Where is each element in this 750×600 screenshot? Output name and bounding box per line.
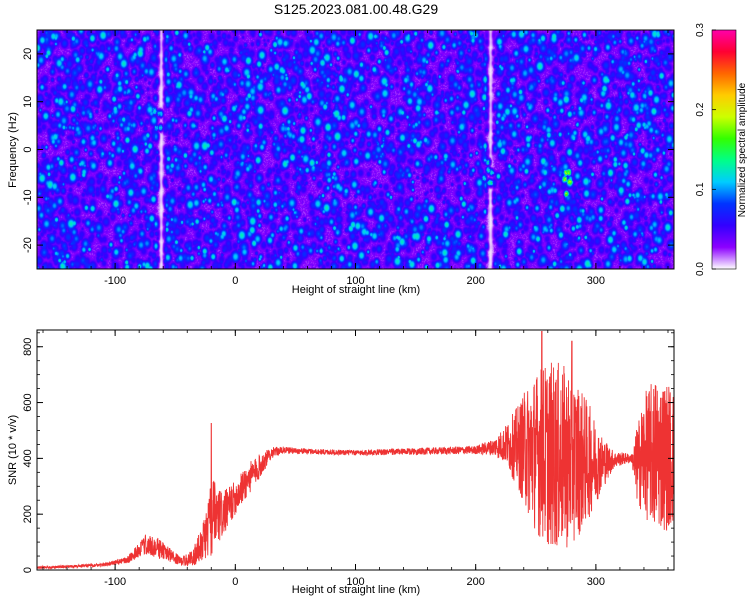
spectrogram-heatmap [37,30,674,269]
x-tick-label: 200 [467,576,485,588]
colorbar-label: Normalized spectral amplitude [737,82,748,217]
x-tick-label: 300 [587,275,605,287]
colorbar-ticks: 0.0 0.1 0.2 0.3 [695,23,716,276]
y-tick-label: 400 [22,449,34,467]
x-tick-label: 0 [232,275,238,287]
colorbar-gradient [712,30,736,269]
spectrogram-y-label: Frequency (Hz) [7,112,19,188]
x-tick-label: 100 [346,576,364,588]
x-tick-label: 0 [232,576,238,588]
colorbar-tick-label: 0.3 [695,23,706,37]
snr-series-line [36,330,675,570]
spectrogram-x-axis: -100 0 100 200 300 [42,30,669,287]
spectrogram-x-label: Height of straight line (km) [292,284,420,296]
y-tick-label: 800 [22,338,34,356]
x-tick-label: 200 [467,275,485,287]
colorbar-tick-label: 0.1 [695,182,706,196]
x-tick-label: -100 [104,576,126,588]
x-tick-label: 300 [587,576,605,588]
y-tick-label: 0 [22,567,34,573]
colorbar: 0.0 0.1 0.2 0.3 Normalized spectral amplitu… [695,23,748,276]
y-tick-label: 200 [22,505,34,523]
snr-x-label: Height of straight line (km) [292,584,420,596]
colorbar-tick-label: 0.2 [695,102,706,116]
spectrogram-y-axis: 20 10 0 -10 -20 [22,48,674,253]
snr-x-axis: -100 0 100 200 300 [42,330,669,588]
snr-y-axis: 0 200 400 600 800 [22,332,674,573]
x-tick-label: -100 [104,275,126,287]
snr-y-label: SNR (10 * v/v) [7,415,19,485]
x-tick-label: 100 [346,275,364,287]
colorbar-frame [711,29,737,270]
y-tick-label: 10 [22,96,34,108]
y-tick-label: -10 [22,189,34,205]
figure-title: S125.2023.081.00.48.G29 [274,1,438,17]
y-tick-label: 20 [22,48,34,60]
y-tick-label: 600 [22,393,34,411]
y-tick-label: -20 [22,237,34,253]
y-tick-label: 0 [22,146,34,152]
snr-line-path [36,330,675,570]
colorbar-tick-label: 0.0 [695,262,706,276]
snr-panel: -100 0 100 200 300 0 200 400 600 800 Height of s… [7,329,675,596]
